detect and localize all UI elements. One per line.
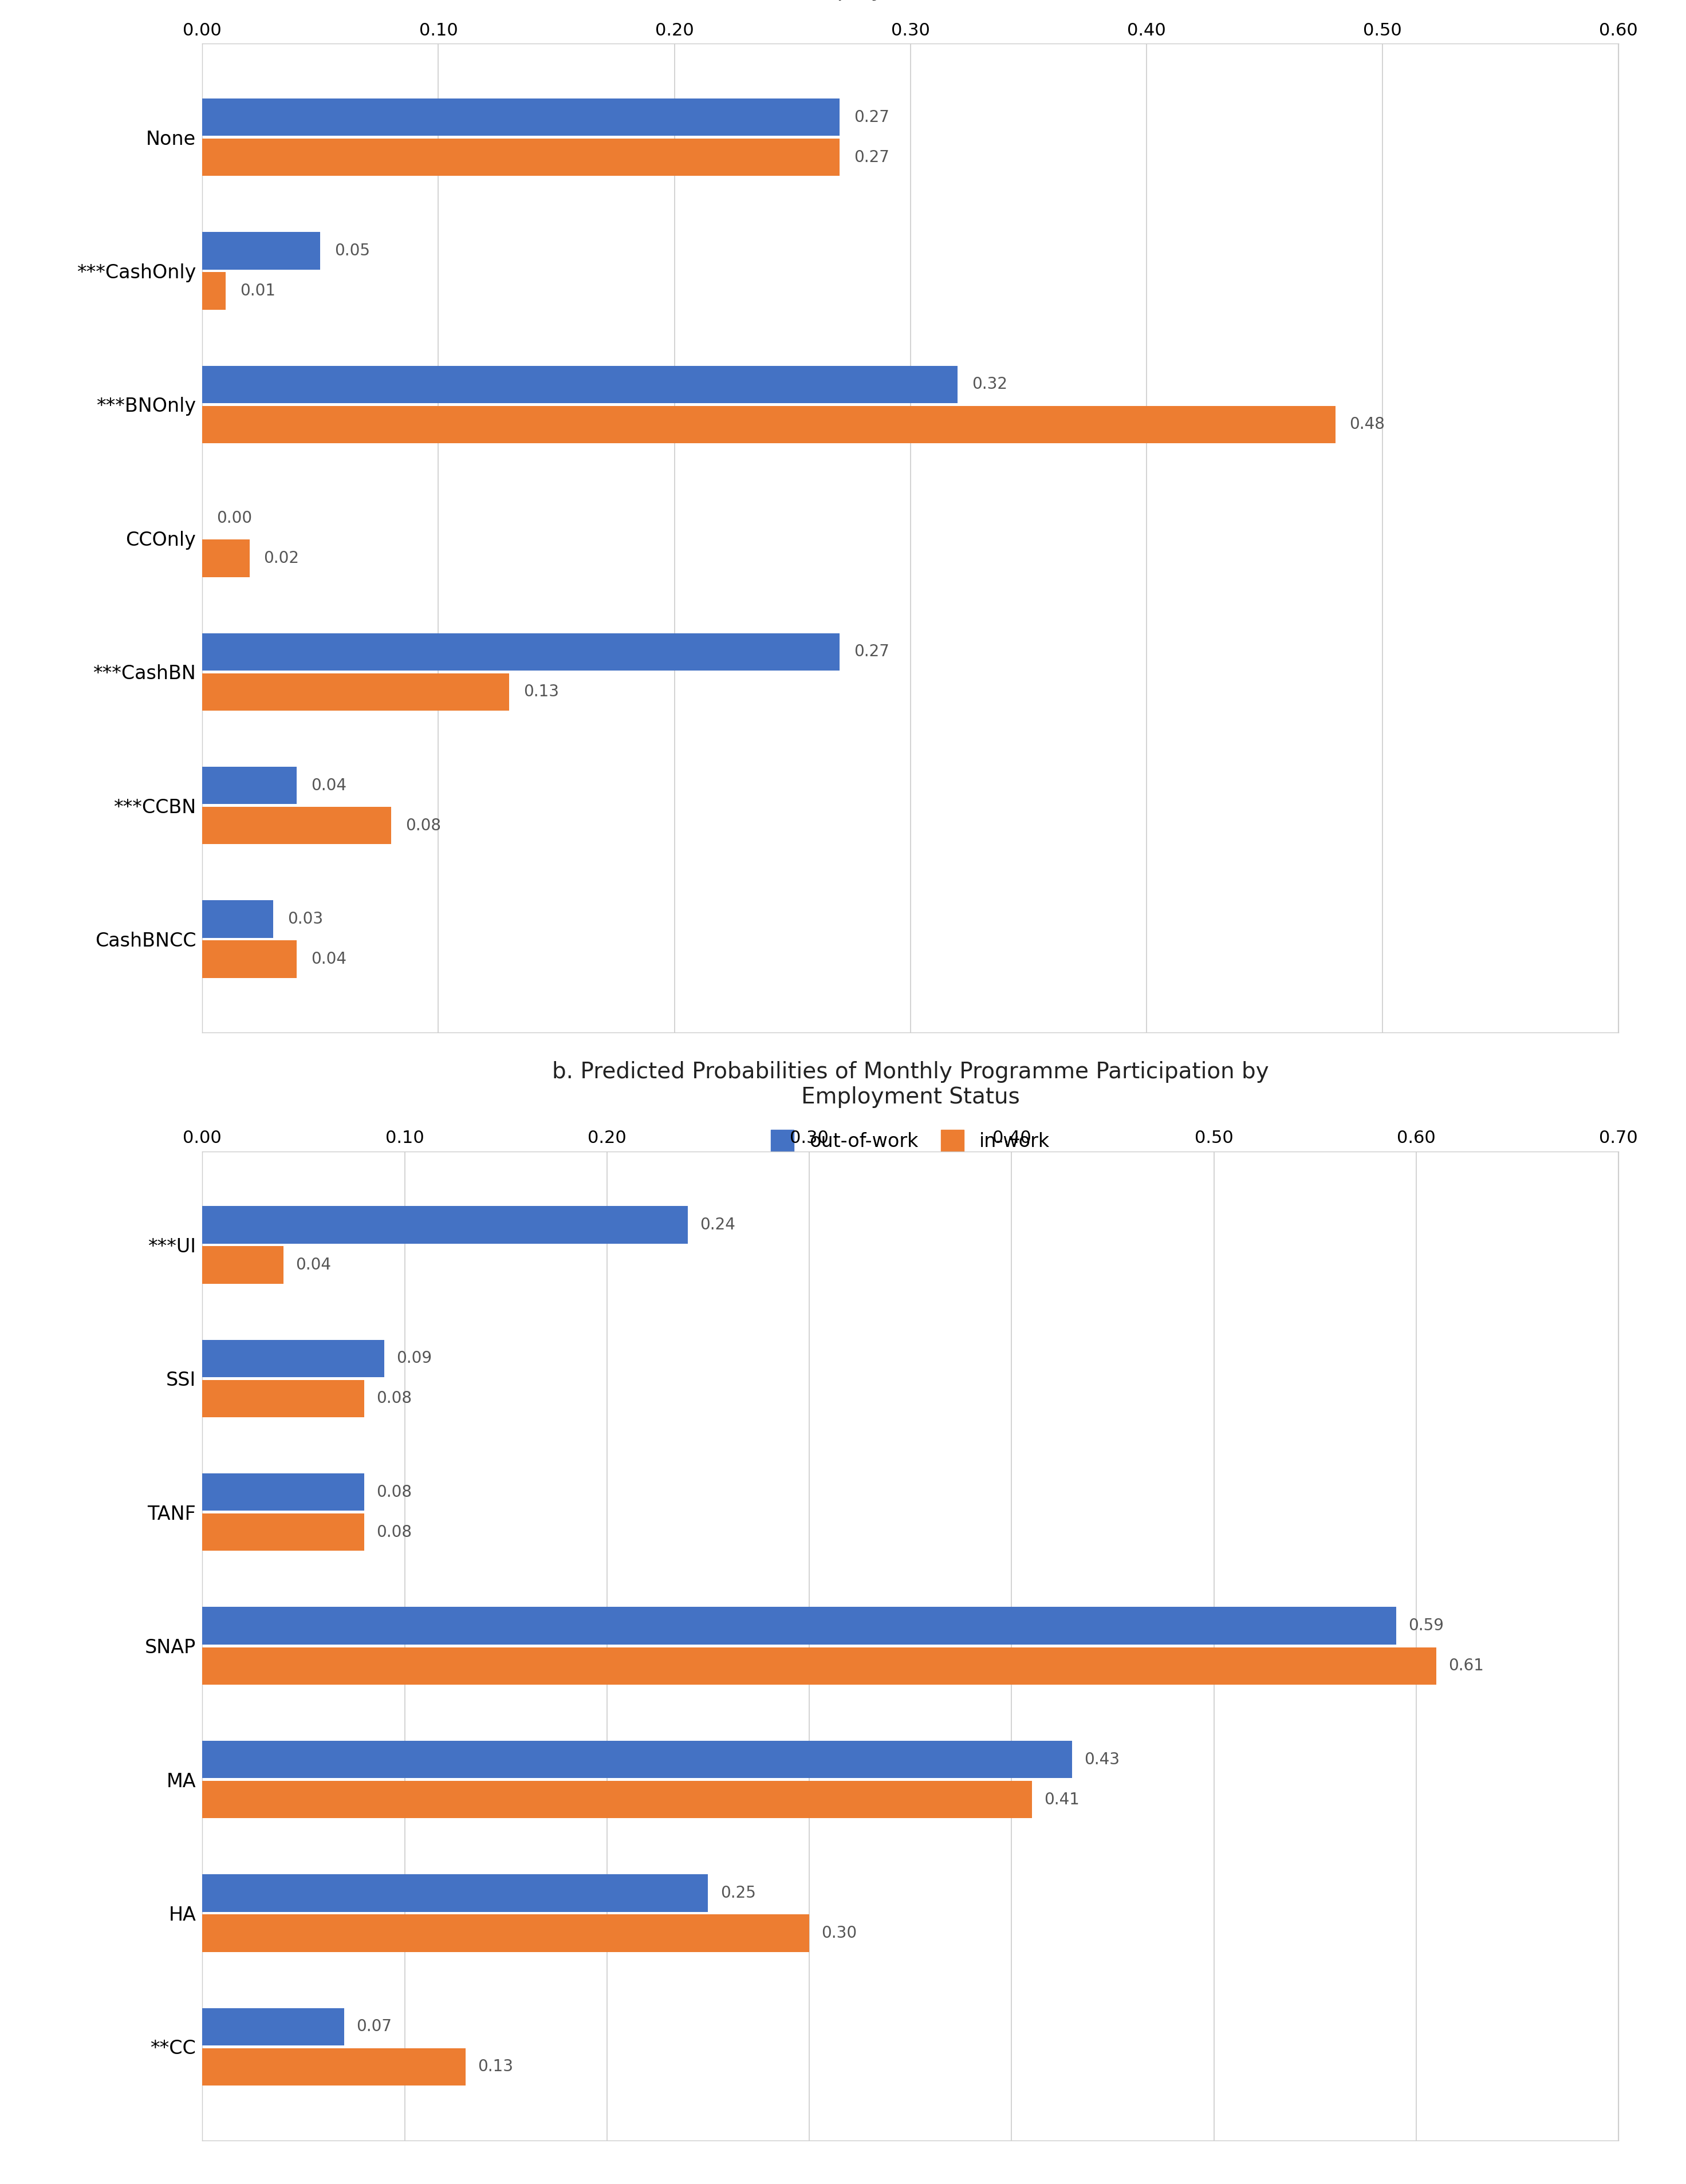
Title: b. Predicted Probabilities of Monthly Programme Participation by
Employment Stat: b. Predicted Probabilities of Monthly Pr… <box>551 1061 1270 1107</box>
Text: 0.01: 0.01 <box>239 284 275 299</box>
Bar <box>202 767 297 804</box>
Bar <box>202 941 297 978</box>
Bar <box>202 2007 344 2046</box>
Text: 0.27: 0.27 <box>853 644 889 660</box>
Text: 0.08: 0.08 <box>376 1391 411 1406</box>
Bar <box>202 1647 1436 1684</box>
Bar <box>202 539 250 577</box>
Text: 0.08: 0.08 <box>376 1485 411 1500</box>
Bar <box>202 2049 465 2086</box>
Text: 0.00: 0.00 <box>216 511 253 526</box>
Text: 0.48: 0.48 <box>1349 417 1384 432</box>
Bar <box>202 1514 364 1551</box>
Bar <box>202 1206 688 1243</box>
Bar <box>202 1780 1032 1819</box>
Legend: out-of-work, in-work: out-of-work, in-work <box>771 1129 1050 1151</box>
Text: 0.59: 0.59 <box>1408 1618 1443 1634</box>
Text: 0.41: 0.41 <box>1044 1791 1079 1808</box>
Bar <box>202 1607 1396 1645</box>
Text: 0.03: 0.03 <box>287 911 324 926</box>
Text: 0.30: 0.30 <box>821 1924 856 1942</box>
Text: 0.27: 0.27 <box>853 109 889 124</box>
Text: 0.43: 0.43 <box>1084 1752 1120 1767</box>
Bar <box>202 1339 384 1378</box>
Bar <box>202 98 840 135</box>
Bar <box>202 1741 1072 1778</box>
Bar <box>202 673 509 710</box>
Text: 0.32: 0.32 <box>971 376 1007 393</box>
Bar <box>202 633 840 670</box>
Bar <box>202 273 226 310</box>
Text: 0.13: 0.13 <box>477 2060 513 2075</box>
Bar <box>202 1380 364 1417</box>
Text: 0.02: 0.02 <box>263 550 298 566</box>
Bar <box>202 1474 364 1511</box>
Bar <box>202 1247 283 1284</box>
Text: 0.04: 0.04 <box>295 1258 330 1273</box>
Bar <box>202 406 1335 443</box>
Text: 0.04: 0.04 <box>310 778 346 793</box>
Text: 0.25: 0.25 <box>720 1885 755 1900</box>
Text: 0.27: 0.27 <box>853 149 889 166</box>
Text: 0.08: 0.08 <box>405 817 440 834</box>
Text: 0.04: 0.04 <box>310 952 346 968</box>
Text: 0.61: 0.61 <box>1448 1658 1484 1673</box>
Text: 0.07: 0.07 <box>356 2018 391 2035</box>
Text: 0.13: 0.13 <box>523 684 558 699</box>
Text: 0.08: 0.08 <box>376 1524 411 1540</box>
Bar <box>202 1874 708 1911</box>
Text: 0.09: 0.09 <box>396 1350 432 1367</box>
Bar <box>202 365 958 404</box>
Bar <box>202 138 840 177</box>
Text: 0.05: 0.05 <box>334 242 369 260</box>
Bar <box>202 1915 809 1952</box>
Bar <box>202 806 391 845</box>
Bar <box>202 900 273 937</box>
Text: 0.24: 0.24 <box>700 1216 735 1232</box>
Bar <box>202 232 320 269</box>
